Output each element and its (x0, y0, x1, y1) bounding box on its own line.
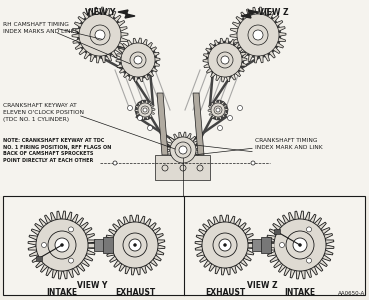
Text: VIEW Z: VIEW Z (258, 8, 288, 17)
Circle shape (217, 52, 233, 68)
Circle shape (90, 25, 110, 45)
Circle shape (180, 165, 186, 171)
Polygon shape (157, 93, 168, 155)
Polygon shape (135, 100, 155, 120)
Circle shape (217, 125, 223, 130)
Bar (274, 229, 280, 233)
Circle shape (162, 165, 168, 171)
Circle shape (134, 244, 137, 247)
Circle shape (253, 30, 263, 40)
Polygon shape (72, 7, 128, 63)
Circle shape (138, 103, 152, 117)
Polygon shape (105, 215, 165, 275)
Bar (94, 239, 110, 251)
Polygon shape (193, 93, 204, 155)
Circle shape (251, 161, 255, 165)
Bar (155, 155, 210, 180)
Bar (261, 237, 271, 253)
Circle shape (141, 106, 149, 114)
Circle shape (143, 108, 147, 112)
Polygon shape (195, 215, 255, 275)
Polygon shape (241, 10, 258, 18)
Circle shape (41, 242, 46, 247)
Circle shape (293, 238, 307, 252)
Circle shape (170, 137, 196, 163)
Text: VIEW Y: VIEW Y (77, 281, 107, 290)
Polygon shape (230, 7, 286, 63)
Circle shape (95, 30, 105, 40)
Circle shape (248, 25, 268, 45)
Circle shape (211, 103, 225, 117)
Bar (0, 0, 369, 196)
Circle shape (134, 56, 142, 64)
Circle shape (202, 222, 248, 268)
Circle shape (61, 244, 63, 247)
Polygon shape (28, 211, 96, 279)
Text: AA0650-A: AA0650-A (338, 291, 365, 296)
Text: INTAKE: INTAKE (284, 288, 315, 297)
Circle shape (238, 106, 242, 110)
Text: INTAKE: INTAKE (46, 288, 77, 297)
Circle shape (69, 227, 73, 232)
Polygon shape (203, 38, 247, 82)
Circle shape (148, 125, 152, 130)
Bar (103, 237, 113, 253)
Polygon shape (266, 211, 334, 279)
Circle shape (69, 258, 73, 263)
Text: NOTE: CRANKSHAFT KEYWAY AT TDC
NO. 1 FIRING POSITION, RFF FLAGS ON
BACK OF CAMSH: NOTE: CRANKSHAFT KEYWAY AT TDC NO. 1 FIR… (3, 138, 111, 163)
Text: EXHAUST: EXHAUST (205, 288, 245, 297)
Text: CRANKSHAFT TIMING
INDEX MARK AND LINK: CRANKSHAFT TIMING INDEX MARK AND LINK (255, 138, 323, 150)
Bar (36, 256, 42, 260)
Circle shape (213, 233, 237, 257)
Circle shape (299, 244, 301, 247)
Text: VIEW Y: VIEW Y (85, 8, 115, 17)
Polygon shape (165, 132, 201, 168)
Polygon shape (118, 10, 135, 18)
Circle shape (208, 43, 242, 77)
Circle shape (123, 233, 147, 257)
Circle shape (279, 242, 284, 247)
Circle shape (224, 244, 227, 247)
Text: EXHAUST: EXHAUST (115, 288, 155, 297)
Circle shape (274, 219, 326, 271)
Circle shape (130, 52, 146, 68)
Polygon shape (116, 38, 160, 82)
Circle shape (36, 219, 88, 271)
Circle shape (112, 222, 158, 268)
Circle shape (113, 161, 117, 165)
Circle shape (307, 227, 311, 232)
Circle shape (179, 146, 187, 154)
Bar (3, 196, 365, 295)
Circle shape (221, 56, 229, 64)
Circle shape (175, 142, 191, 158)
Circle shape (216, 108, 220, 112)
Polygon shape (208, 100, 228, 120)
Circle shape (129, 239, 141, 251)
Circle shape (286, 231, 314, 259)
Circle shape (128, 106, 132, 110)
Circle shape (138, 116, 142, 121)
Circle shape (48, 231, 76, 259)
Circle shape (307, 258, 311, 263)
Circle shape (79, 14, 121, 56)
Circle shape (214, 106, 222, 114)
Text: CRANKSHAFT KEYWAY AT
ELEVEN O'CLOCK POSITION
(TDC NO. 1 CYLINDER): CRANKSHAFT KEYWAY AT ELEVEN O'CLOCK POSI… (3, 103, 84, 122)
Circle shape (121, 43, 155, 77)
Text: VIEW Z: VIEW Z (247, 281, 277, 290)
Circle shape (197, 165, 203, 171)
Circle shape (228, 116, 232, 121)
Bar (252, 239, 268, 251)
Circle shape (237, 14, 279, 56)
Circle shape (55, 238, 69, 252)
Circle shape (219, 239, 231, 251)
Text: RH CAMSHAFT TIMING
INDEX MARKS AND LINKS: RH CAMSHAFT TIMING INDEX MARKS AND LINKS (3, 22, 78, 34)
